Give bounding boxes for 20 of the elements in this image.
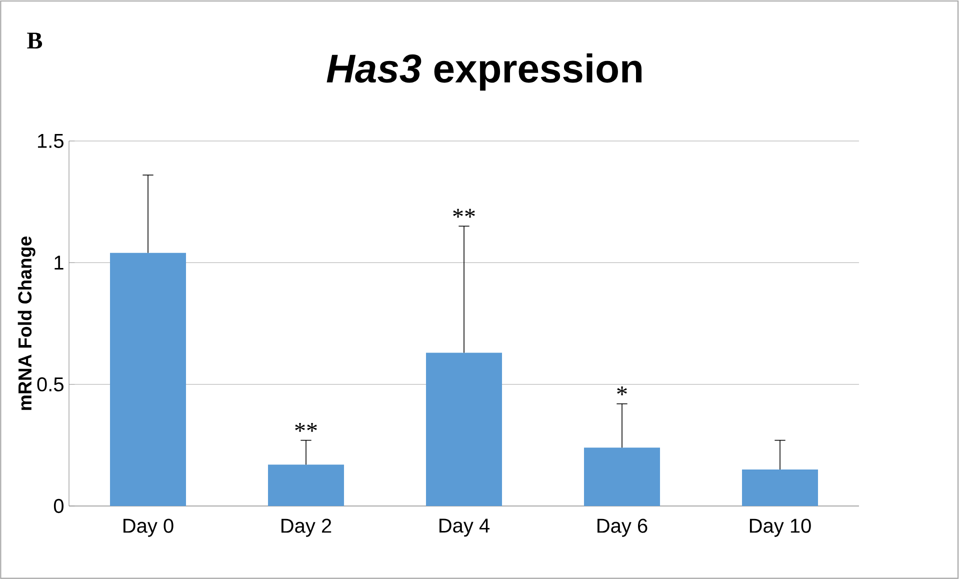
x-tick-label: Day 2 [282, 518, 332, 537]
x-tick-label: Day 10 [750, 518, 811, 537]
bar [584, 448, 660, 506]
y-tick-label: 1.5 [38, 134, 64, 148]
bar [268, 464, 344, 506]
annotation: * [617, 386, 627, 396]
x-tick-label: Day 4 [440, 518, 490, 537]
annotation: ** [295, 422, 317, 432]
bar [426, 352, 502, 506]
text: B [27, 32, 42, 48]
x-tick-label: Day 6 [598, 518, 648, 537]
y-tick-label: 0.5 [37, 377, 64, 392]
y-tick-label: 1 [54, 256, 64, 270]
bar [742, 470, 818, 506]
y-tick-label: 0 [54, 498, 64, 514]
chart-title: Has3 expression [326, 53, 642, 91]
x-tick-label: Day 0 [124, 518, 174, 537]
annotation: ** [453, 208, 475, 218]
y-axis-title: mRNA Fold Change [18, 236, 36, 410]
bar [110, 252, 186, 506]
